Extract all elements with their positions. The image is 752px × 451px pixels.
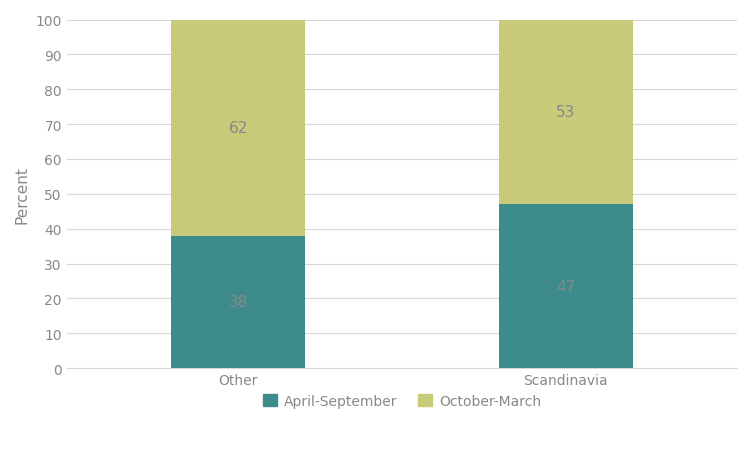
Bar: [171, 236, 305, 368]
Text: 62: 62: [229, 121, 247, 136]
Text: 47: 47: [556, 279, 575, 294]
Text: 38: 38: [229, 295, 247, 310]
Bar: [499, 205, 632, 368]
Text: 53: 53: [556, 105, 575, 120]
Legend: April-September, October-March: April-September, October-March: [257, 388, 547, 414]
Bar: [171, 20, 305, 236]
Bar: [499, 20, 632, 205]
Y-axis label: Percent: Percent: [15, 166, 30, 223]
